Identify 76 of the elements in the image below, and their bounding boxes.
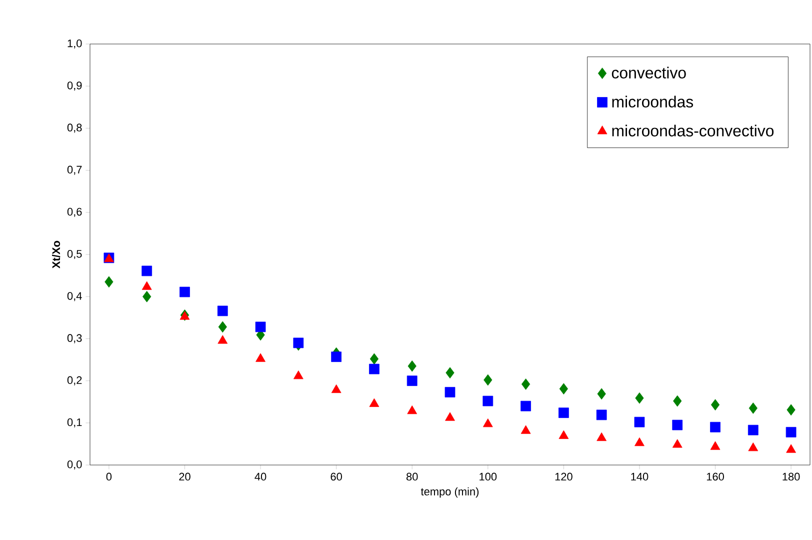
x-tick-label: 0 [106,472,112,481]
point [672,439,682,448]
legend-label: convectivo [612,66,686,78]
point [482,396,494,406]
point [559,383,568,394]
point [710,422,720,432]
point [597,388,606,400]
point [634,416,645,428]
y-tick-label: 0,0 [67,460,82,470]
x-tick-label: 120 [555,472,572,481]
point [672,420,683,430]
point [407,405,418,414]
point [370,353,379,365]
y-tick-label: 0,5 [67,250,82,260]
point [596,432,607,441]
point [748,402,758,414]
x-tick-label: 140 [631,472,648,481]
point [710,441,720,450]
point [218,335,228,344]
x-tick-label: 20 [179,472,190,481]
point [520,425,531,434]
point [256,353,266,362]
point [520,400,531,412]
y-tick-label: 1,0 [68,39,82,49]
y-tick-label: 0,2 [67,376,82,386]
point [748,424,758,436]
point [331,384,342,393]
x-tick-label: 100 [480,472,497,481]
point [406,376,418,386]
point [369,364,380,374]
point [331,352,342,362]
x-tick-label: 80 [406,472,418,481]
point [748,442,758,452]
point [446,367,454,378]
point [521,378,530,390]
point [369,398,380,407]
y-axis-title: Xt/Xo [52,240,60,268]
point [408,360,416,372]
x-tick-label: 60 [330,472,342,481]
point [710,399,720,410]
y-tick-label: 0,1 [67,418,82,428]
point [180,286,190,298]
point [255,322,266,332]
point [484,374,492,386]
point [482,418,493,428]
y-tick-label: 0,7 [67,166,82,175]
point [635,392,644,404]
x-tick-label: 160 [706,472,724,481]
x-axis-title: tempo (min) [420,487,479,498]
point [142,290,152,302]
y-tick-label: 0,9 [67,82,82,91]
point [104,276,114,288]
y-tick-label: 0,6 [67,208,82,217]
x-tick-label: 180 [782,472,800,481]
point [596,410,607,420]
y-tick-label: 0,4 [67,292,82,302]
point [217,306,228,316]
point [673,395,682,407]
y-tick-label: 0,8 [67,124,82,133]
point [634,437,644,446]
legend-label: microondas-convectivo [612,124,774,136]
point [142,266,152,276]
point [293,338,304,348]
point [786,426,796,438]
point [444,386,456,398]
point [786,444,796,453]
point [558,408,569,418]
point [293,370,304,380]
point [218,321,227,333]
point [558,430,569,439]
point [445,412,455,421]
x-tick-label: 40 [254,472,266,481]
point [786,404,796,416]
legend-label: microondas [612,96,694,108]
y-tick-label: 0,3 [67,334,82,344]
point [142,281,152,290]
